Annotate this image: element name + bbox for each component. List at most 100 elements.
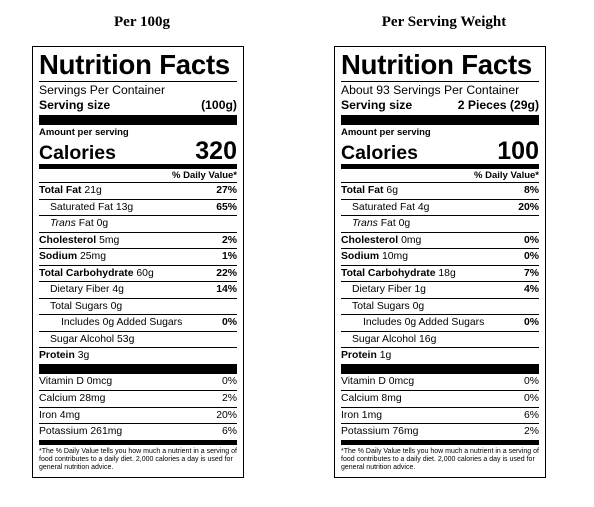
nutrient-label: Dietary Fiber	[50, 284, 110, 295]
nutrient-amount: 18g	[438, 267, 456, 279]
nutrient-label: Dietary Fiber	[352, 284, 412, 295]
trans-prefix: Trans	[50, 218, 76, 229]
daily-value: 20%	[216, 409, 237, 421]
nutrient-amount: 0g	[412, 300, 425, 312]
footnote: *The % Daily Value tells you how much a …	[39, 447, 237, 472]
daily-value: 65%	[216, 201, 237, 213]
nutrient-amount: 0mg	[401, 234, 422, 246]
cholesterol-row: Cholesterol 0mg 0%	[341, 231, 539, 249]
daily-value: 6%	[221, 426, 237, 437]
daily-value: 4%	[523, 284, 539, 295]
nutrient-label: Protein	[39, 350, 75, 361]
divider	[39, 164, 237, 169]
calcium-row: Calcium 8mg 0%	[341, 390, 539, 407]
daily-value: 0%	[523, 317, 539, 328]
nutrient-amount: 0g	[96, 218, 109, 229]
nutrient-label: Calcium 8mg	[341, 393, 402, 404]
nutrition-label-per-100g: Nutrition Facts Servings Per Container S…	[32, 46, 244, 478]
nutrient-label: Sugar Alcohol	[352, 333, 417, 345]
nutrient-label: Iron 4mg	[39, 409, 81, 421]
trans-fat-row: Trans Fat 0g	[341, 215, 539, 232]
serving-size-row: Serving size (100g)	[39, 98, 237, 113]
nutrient-label: Sodium	[341, 251, 380, 262]
daily-value: 0%	[221, 375, 237, 387]
nutrient-label: Iron 1mg	[341, 409, 383, 421]
daily-value-header: % Daily Value*	[474, 170, 539, 181]
daily-value: 2%	[221, 393, 237, 404]
calories-label: Calories	[39, 142, 116, 164]
nutrient-label: Vitamin D 0mcg	[39, 375, 113, 387]
nutrient-label: Includes 0g Added Sugars	[61, 317, 183, 328]
protein-row: Protein 1g	[341, 347, 539, 364]
nutrient-amount: 25mg	[80, 251, 106, 262]
calories-row: Calories 100	[341, 138, 539, 164]
total-carbohydrate-row: Total Carbohydrate 60g 22%	[39, 264, 237, 282]
divider	[341, 363, 539, 374]
nutrient-amount: 0g	[110, 300, 123, 312]
amount-per-serving: Amount per serving	[341, 127, 431, 138]
daily-value: 14%	[216, 284, 237, 295]
protein-row: Protein 3g	[39, 347, 237, 364]
daily-value: 6%	[523, 409, 539, 421]
nutrient-amount: 4g	[417, 201, 430, 213]
daily-value: 27%	[216, 185, 237, 196]
nutrient-amount: 6g	[386, 185, 398, 196]
nutrient-label: Saturated Fat	[50, 201, 113, 213]
daily-value: 0%	[523, 393, 539, 404]
divider	[39, 115, 237, 125]
nutrient-label: Cholesterol	[39, 234, 97, 246]
total-fat-row: Total Fat 21g 27%	[39, 182, 237, 199]
nutrient-label: Total Fat	[39, 185, 82, 196]
nutrient-label: Sodium	[39, 251, 78, 262]
dietary-fiber-row: Dietary Fiber 4g 14%	[39, 281, 237, 298]
footnote: *The % Daily Value tells you how much a …	[341, 447, 539, 472]
divider	[341, 81, 539, 82]
divider	[39, 363, 237, 374]
nutrient-amount: 5mg	[99, 234, 120, 246]
nutrient-label: Potassium 261mg	[39, 426, 123, 437]
servings-per-container: Servings Per Container	[39, 83, 165, 97]
nutrient-label: Vitamin D 0mcg	[341, 375, 415, 387]
daily-value: 2%	[523, 426, 539, 437]
nutrient-label: Total Sugars	[50, 300, 108, 312]
daily-value: 2%	[221, 234, 237, 246]
vitamin-d-row: Vitamin D 0mcg 0%	[341, 374, 539, 391]
total-sugars-row: Total Sugars 0g	[39, 297, 237, 315]
nutrient-amount: 0g	[398, 218, 411, 229]
serving-size-label: Serving size	[39, 98, 111, 112]
nutrient-label: Total Carbohydrate	[341, 267, 436, 279]
daily-value-header: % Daily Value*	[172, 170, 237, 181]
nutrient-amount: 60g	[136, 267, 154, 279]
sugar-alcohol-row: Sugar Alcohol 16g	[341, 330, 539, 348]
serving-size-value: 2 Pieces (29g)	[457, 98, 539, 112]
cholesterol-row: Cholesterol 5mg 2%	[39, 231, 237, 249]
added-sugars-row: Includes 0g Added Sugars 0%	[39, 314, 237, 331]
nutrient-label: Saturated Fat	[352, 201, 415, 213]
divider	[39, 81, 237, 82]
iron-row: Iron 4mg 20%	[39, 406, 237, 424]
total-fat-row: Total Fat 6g 8%	[341, 182, 539, 199]
amount-per-serving: Amount per serving	[39, 127, 129, 138]
calories-value: 320	[195, 137, 237, 165]
daily-value: 20%	[518, 201, 539, 213]
nutrient-amount: 10mg	[382, 251, 408, 262]
trans-prefix: Trans	[352, 218, 378, 229]
total-carbohydrate-row: Total Carbohydrate 18g 7%	[341, 264, 539, 282]
dietary-fiber-row: Dietary Fiber 1g 4%	[341, 281, 539, 298]
nutrient-label: Protein	[341, 350, 377, 361]
potassium-row: Potassium 261mg 6%	[39, 423, 237, 440]
serving-size-value: (100g)	[201, 98, 237, 112]
nutrition-facts-title: Nutrition Facts	[39, 49, 231, 80]
nutrient-label: Fat	[380, 218, 396, 229]
nutrient-label: Calcium 28mg	[39, 393, 106, 404]
calories-label: Calories	[341, 142, 418, 164]
daily-value: 0%	[221, 317, 237, 328]
added-sugars-row: Includes 0g Added Sugars 0%	[341, 314, 539, 331]
daily-value: 8%	[523, 185, 539, 196]
nutrient-label: Fat	[78, 218, 94, 229]
nutrient-label: Potassium 76mg	[341, 426, 419, 437]
column-heading-per-serving: Per Serving Weight	[381, 14, 507, 30]
serving-size-label: Serving size	[341, 98, 413, 112]
nutrient-amount: 3g	[77, 350, 90, 361]
saturated-fat-row: Saturated Fat 13g 65%	[39, 198, 237, 216]
